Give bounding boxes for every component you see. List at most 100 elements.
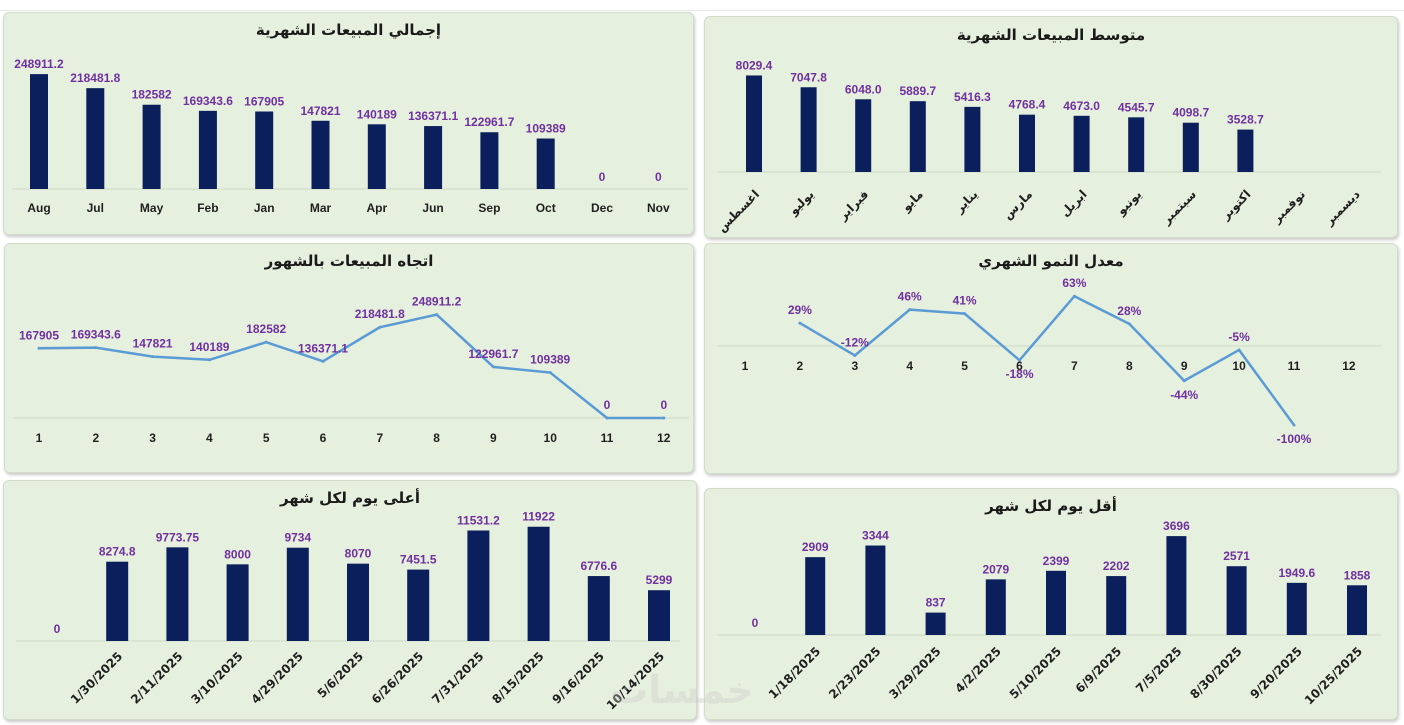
data-label: 5416.3 bbox=[954, 90, 991, 104]
panel-min-day[interactable]: أقل يوم لكل شهر 0 2909 1/18/2025 3344 2/23/2… bbox=[704, 488, 1398, 720]
data-point bbox=[908, 308, 912, 312]
bar bbox=[311, 120, 330, 189]
average-sales-chart: 8029.4 اغسطس 7047.8 يوليو 6048.0 فبراير 5889.7… bbox=[715, 58, 1381, 235]
x-tick-label: 2 bbox=[92, 431, 99, 445]
chart-title: اتجاه المبيعات بالشهور bbox=[264, 252, 434, 270]
data-label: 5299 bbox=[646, 573, 673, 587]
data-point bbox=[321, 359, 325, 363]
x-tick-label: 7/5/2025 bbox=[1133, 644, 1185, 696]
x-tick-label: Sep bbox=[478, 201, 500, 215]
data-label: 1949.6 bbox=[1278, 566, 1315, 580]
bar bbox=[648, 590, 670, 641]
data-label: 63% bbox=[1062, 276, 1086, 290]
data-label: -100% bbox=[1277, 432, 1312, 446]
panel-total-sales[interactable]: إجمالي المبيعات الشهرية 248911.2 Aug 21848… bbox=[3, 12, 694, 235]
data-label: 2909 bbox=[802, 540, 829, 554]
data-label: 4545.7 bbox=[1118, 100, 1155, 114]
data-point bbox=[1072, 294, 1076, 298]
x-tick-label: 10 bbox=[544, 431, 558, 445]
min-day-chart: 0 2909 1/18/2025 3344 2/23/2025 837 3/29/2025 2… bbox=[717, 519, 1381, 708]
bar bbox=[255, 111, 274, 189]
x-tick-label: 2/11/2025 bbox=[128, 649, 185, 706]
data-point bbox=[264, 340, 268, 344]
data-label: 11531.2 bbox=[457, 513, 500, 527]
x-tick-label: 4/2/2025 bbox=[952, 644, 1004, 696]
panel-monthly-growth[interactable]: معدل النمو الشهري 29% -12% 46% 41% -18% 63% 28… bbox=[704, 243, 1398, 474]
data-label: 218481.8 bbox=[355, 307, 405, 321]
panel-sales-trend[interactable]: اتجاه المبيعات بالشهور 167905 1 169343.6 2 1… bbox=[4, 243, 694, 473]
x-tick-label: 9 bbox=[490, 431, 497, 445]
x-tick-label: 2 bbox=[797, 359, 804, 373]
series-line bbox=[799, 294, 1296, 426]
data-point bbox=[548, 371, 552, 375]
x-tick-label: 11 bbox=[601, 431, 614, 445]
data-label: 122961.7 bbox=[468, 347, 518, 361]
data-label: -44% bbox=[1170, 388, 1198, 402]
data-point bbox=[1292, 423, 1296, 427]
data-label: 2202 bbox=[1103, 559, 1130, 573]
bar bbox=[985, 579, 1006, 635]
x-tick-label: Apr bbox=[366, 201, 387, 215]
data-label: -5% bbox=[1228, 330, 1250, 344]
x-tick-label: 8 bbox=[433, 431, 440, 445]
data-label: -18% bbox=[1005, 367, 1033, 381]
data-point bbox=[605, 416, 609, 420]
data-label: 6048.0 bbox=[845, 82, 882, 96]
data-point bbox=[491, 365, 495, 369]
x-tick-label: 6 bbox=[1016, 359, 1023, 373]
data-label: 109389 bbox=[530, 353, 570, 367]
x-tick-label: فبراير bbox=[835, 187, 871, 223]
x-tick-label: 7 bbox=[1071, 359, 1078, 373]
bar bbox=[536, 138, 555, 189]
data-label: 167905 bbox=[244, 95, 284, 109]
max-day-chart: 0 8274.8 1/30/2025 9773.75 2/11/2025 8000 3/10… bbox=[16, 510, 680, 713]
data-point bbox=[1237, 348, 1241, 352]
x-tick-label: يناير bbox=[952, 187, 981, 216]
data-label: 46% bbox=[898, 290, 922, 304]
x-tick-label: 6/9/2025 bbox=[1073, 644, 1125, 696]
x-tick-label: 5 bbox=[961, 359, 968, 373]
x-tick-label: 3/29/2025 bbox=[886, 644, 943, 701]
bar bbox=[166, 547, 189, 641]
bar bbox=[142, 104, 161, 189]
data-point bbox=[798, 321, 802, 325]
data-point bbox=[435, 313, 439, 317]
data-label: 0 bbox=[604, 398, 611, 412]
bar bbox=[1226, 566, 1247, 635]
x-tick-label: اكتوبر bbox=[1218, 187, 1254, 223]
data-label: 9773.75 bbox=[156, 530, 200, 544]
x-tick-label: 8 bbox=[1126, 359, 1133, 373]
x-tick-label: يوليو bbox=[786, 187, 818, 219]
data-label: 2399 bbox=[1043, 554, 1070, 568]
x-tick-label: Nov bbox=[647, 201, 670, 215]
x-tick-label: Dec bbox=[591, 201, 613, 215]
data-label: 0 bbox=[655, 170, 662, 184]
x-tick-label: 3/10/2025 bbox=[188, 649, 245, 706]
x-tick-label: 9/20/2025 bbox=[1247, 644, 1304, 701]
bar bbox=[587, 576, 610, 641]
data-label: 8274.8 bbox=[99, 545, 136, 559]
data-label: 122961.7 bbox=[464, 115, 514, 129]
panel-max-day[interactable]: أعلى يوم لكل شهر 0 8274.8 1/30/2025 9773.75… bbox=[3, 480, 697, 720]
x-tick-label: 5/6/2025 bbox=[315, 649, 367, 701]
x-tick-label: يونيو bbox=[1113, 187, 1145, 219]
data-label: 7047.8 bbox=[790, 70, 827, 84]
x-tick-label: 1 bbox=[742, 359, 749, 373]
data-point bbox=[1127, 322, 1131, 326]
data-label: 837 bbox=[926, 596, 946, 610]
x-tick-label: Jun bbox=[422, 201, 443, 215]
bar bbox=[1182, 122, 1199, 172]
x-tick-label: Aug bbox=[27, 201, 50, 215]
monthly-growth-chart: 29%-12%46% 41%-18%63%28%-44%-5%-100%1 2 3 4 5… bbox=[717, 276, 1381, 446]
x-tick-label: 6 bbox=[320, 431, 327, 445]
data-label: 2079 bbox=[982, 562, 1009, 576]
data-label: 109389 bbox=[526, 122, 566, 136]
x-tick-label: ابريل bbox=[1058, 187, 1090, 219]
x-tick-label: 12 bbox=[657, 431, 671, 445]
chart-title: إجمالي المبيعات الشهرية bbox=[255, 21, 442, 39]
x-tick-label: 1 bbox=[36, 431, 43, 445]
data-point bbox=[207, 358, 211, 362]
panel-average-sales[interactable]: متوسط المبيعات الشهرية 8029.4 اغسطس 7047.8… bbox=[704, 16, 1398, 238]
data-label: 169343.6 bbox=[71, 328, 121, 342]
x-tick-label: 8/30/2025 bbox=[1187, 644, 1244, 701]
